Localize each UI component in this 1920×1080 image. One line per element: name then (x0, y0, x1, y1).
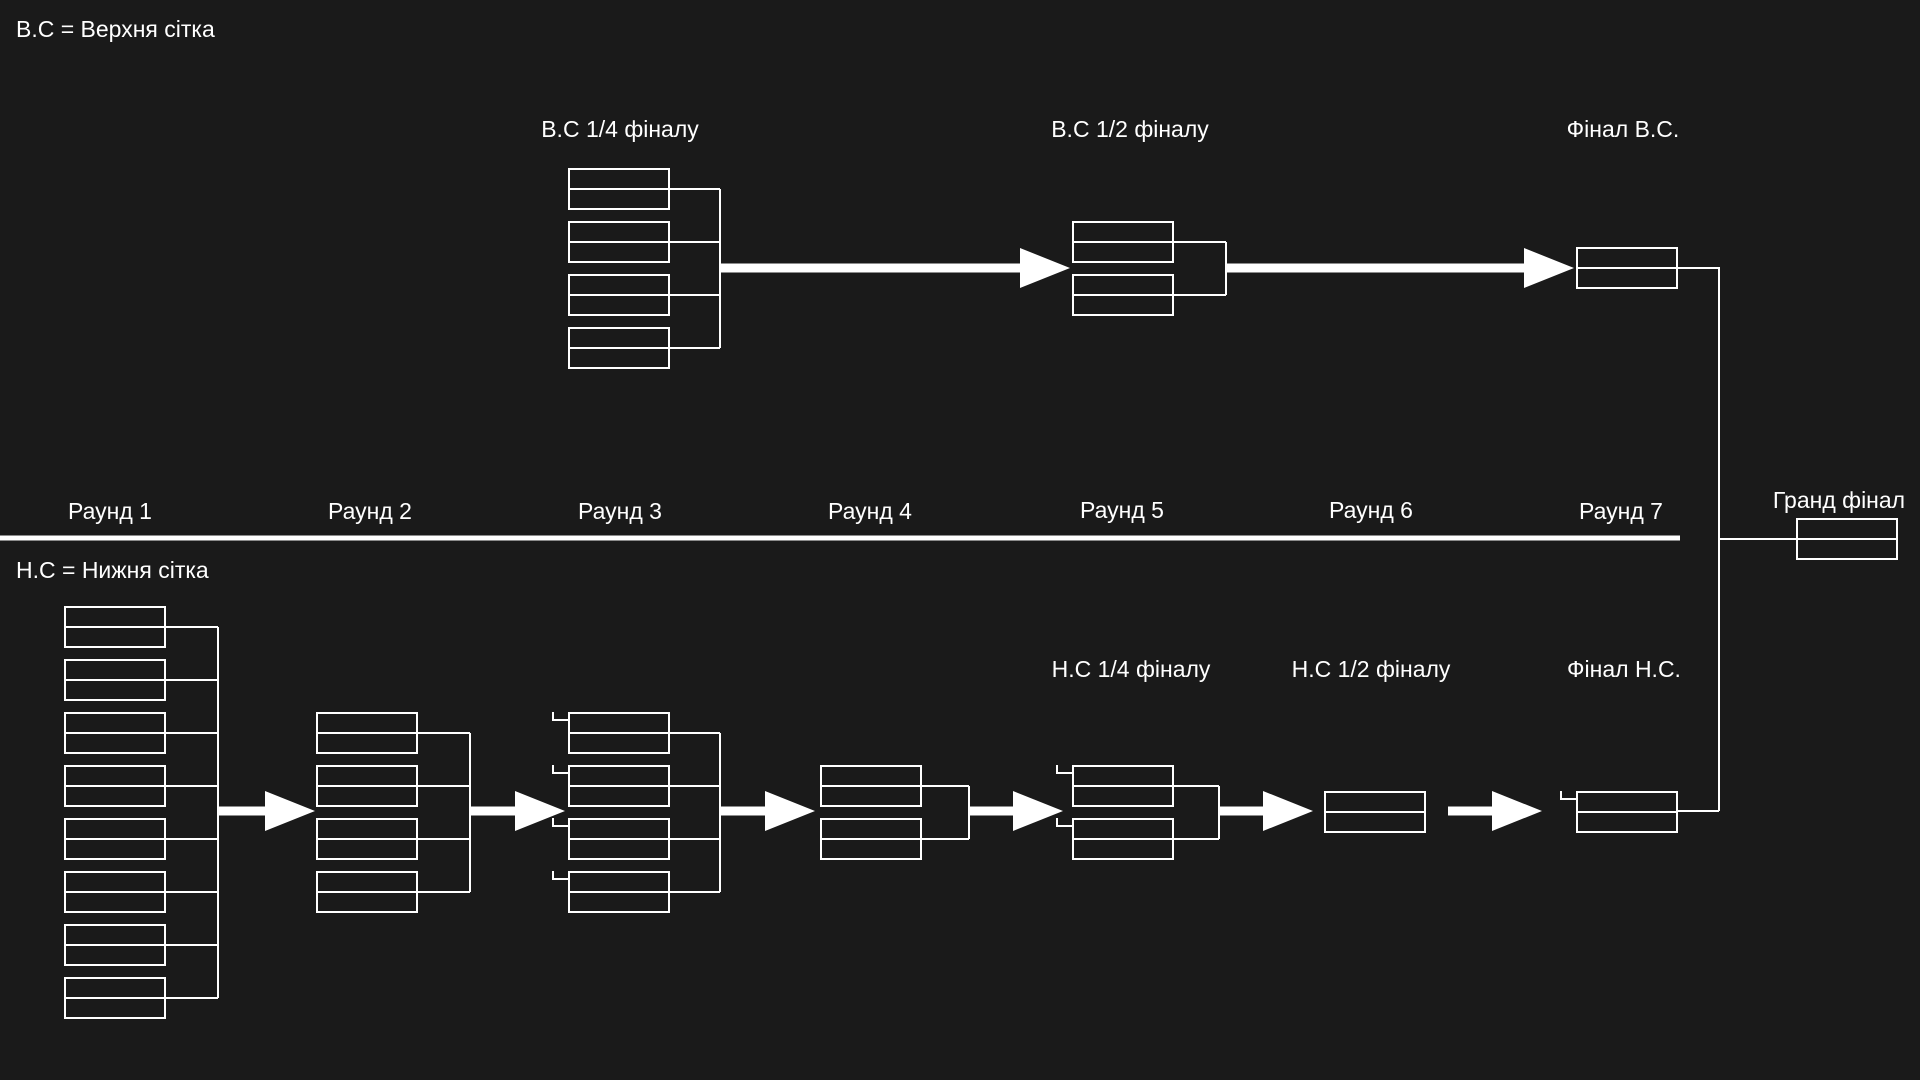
lower-r2-match-2 (316, 765, 418, 807)
upper-arrow-sf-to-final (1226, 248, 1574, 288)
round-7-label: Раунд 7 (1579, 498, 1663, 524)
legend-upper: В.С = Верхня сітка (16, 16, 215, 42)
lower-r4-match-1 (820, 765, 922, 807)
lower-r5-dropin-1 (1056, 765, 1073, 774)
lower-r1-match-6 (64, 871, 166, 913)
lower-r4-match-2 (820, 818, 922, 860)
lower-r5-match-2 (1072, 818, 1174, 860)
lower-r1-match-7 (64, 924, 166, 966)
lower-r1-connector (165, 626, 219, 999)
grand-final-match (1796, 518, 1898, 560)
lower-arrow-r1-to-r2 (218, 791, 315, 831)
upper-qf-match-1 (568, 168, 670, 210)
round-2-label: Раунд 2 (328, 498, 412, 524)
lower-r1-match-1 (64, 606, 166, 648)
upper-semifinal-header: В.С 1/2 фіналу (1051, 116, 1209, 142)
lower-r3-dropin-1 (552, 712, 569, 721)
grand-final-connector (1677, 267, 1797, 812)
lower-arrow-r6-to-r7 (1448, 791, 1542, 831)
lower-r5-dropin-2 (1056, 818, 1073, 827)
lower-r2-match-1 (316, 712, 418, 754)
lower-r5-connector (1173, 785, 1220, 840)
upper-final-match (1576, 247, 1678, 289)
match-boxes (64, 168, 1898, 1019)
upper-qf-connector (669, 188, 721, 349)
upper-sf-match-1 (1072, 221, 1174, 263)
upper-qf-match-4 (568, 327, 670, 369)
upper-sf-connector (1173, 241, 1227, 296)
upper-quarterfinal-header: В.С 1/4 фіналу (541, 116, 699, 142)
lower-r1-match-5 (64, 818, 166, 860)
lower-r3-match-2 (568, 765, 670, 807)
lower-arrow-r5-to-r6 (1219, 791, 1313, 831)
lower-r1-match-3 (64, 712, 166, 754)
advance-arrows (218, 248, 1574, 831)
lower-arrow-r2-to-r3 (470, 791, 565, 831)
lower-r3-match-3 (568, 818, 670, 860)
round-6-label: Раунд 6 (1329, 497, 1413, 523)
lower-r3-dropin-4 (552, 871, 569, 880)
lower-r3-match-4 (568, 871, 670, 913)
lower-quarterfinal-header: Н.С 1/4 фіналу (1052, 656, 1211, 682)
lower-r1-match-8 (64, 977, 166, 1019)
round-1-label: Раунд 1 (68, 498, 152, 524)
legend-lower: Н.С = Нижня сітка (16, 557, 209, 583)
lower-r1-match-2 (64, 659, 166, 701)
upper-qf-match-2 (568, 221, 670, 263)
bracket-connectors (165, 188, 1797, 999)
lower-arrow-r3-to-r4 (720, 791, 815, 831)
lower-r2-match-4 (316, 871, 418, 913)
lower-r6-match (1324, 791, 1426, 833)
upper-arrow-qf-to-sf (720, 248, 1070, 288)
lower-semifinal-header: Н.С 1/2 фіналу (1292, 656, 1451, 682)
grand-final-label: Гранд фінал (1773, 487, 1905, 513)
upper-qf-match-3 (568, 274, 670, 316)
lower-arrow-r4-to-r5 (969, 791, 1063, 831)
lower-r3-match-1 (568, 712, 670, 754)
lower-final-header: Фінал Н.С. (1567, 656, 1681, 682)
lower-r2-match-3 (316, 818, 418, 860)
lower-r4-connector (921, 785, 970, 840)
round-5-label: Раунд 5 (1080, 497, 1164, 523)
lower-r5-match-1 (1072, 765, 1174, 807)
lower-r3-connector (669, 732, 721, 893)
lower-final-dropin (1560, 791, 1577, 800)
round-4-label: Раунд 4 (828, 498, 912, 524)
upper-sf-match-2 (1072, 274, 1174, 316)
round-3-label: Раунд 3 (578, 498, 662, 524)
lower-r2-connector (417, 732, 471, 893)
lower-r3-dropin-2 (552, 765, 569, 774)
lower-final-match (1576, 791, 1678, 833)
lower-r3-dropin-3 (552, 818, 569, 827)
lower-r1-match-4 (64, 765, 166, 807)
upper-final-header: Фінал В.С. (1567, 116, 1680, 142)
